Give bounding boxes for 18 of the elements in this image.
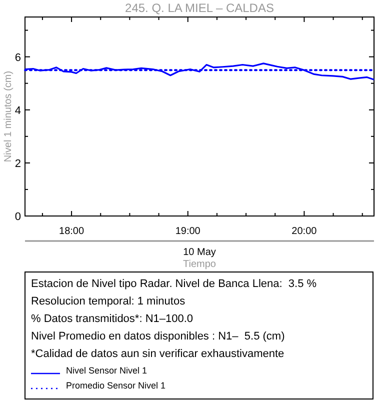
text: Estacion de Nivel tipo Radar. Nivel de Banca Llena: 3.5 %	[31, 278, 317, 290]
y-axis-title: Nivel 1 minutos (cm)	[3, 70, 14, 162]
text: Nivel Promedio en datos disponibles : N1– 5.5 (cm)	[31, 330, 285, 342]
legend-label: Nivel Sensor Nivel 1	[66, 366, 148, 376]
x-tick-label: 19:00	[175, 226, 201, 237]
x-tick-label: 18:00	[59, 226, 84, 237]
chart-title: 245. Q. LA MIEL – CALDAS	[125, 1, 274, 15]
text: 10 May	[183, 247, 216, 258]
legend-label: Promedio Sensor Nivel 1	[66, 380, 166, 390]
text: Resolucion temporal: 1 minutos	[31, 296, 186, 308]
text: *Calidad de datos aun sin verificar exhaustivamente	[31, 348, 284, 360]
x-axis-title: Tiempo	[183, 259, 216, 270]
x-tick-label: 20:00	[292, 226, 318, 237]
y-tick-label: 6	[14, 52, 21, 64]
y-tick-label: 4	[14, 104, 21, 117]
y-tick-label: 0	[14, 211, 21, 223]
text: % Datos transmitidos*: N1–100.0	[31, 313, 194, 325]
y-tick-label: 2	[14, 158, 21, 170]
